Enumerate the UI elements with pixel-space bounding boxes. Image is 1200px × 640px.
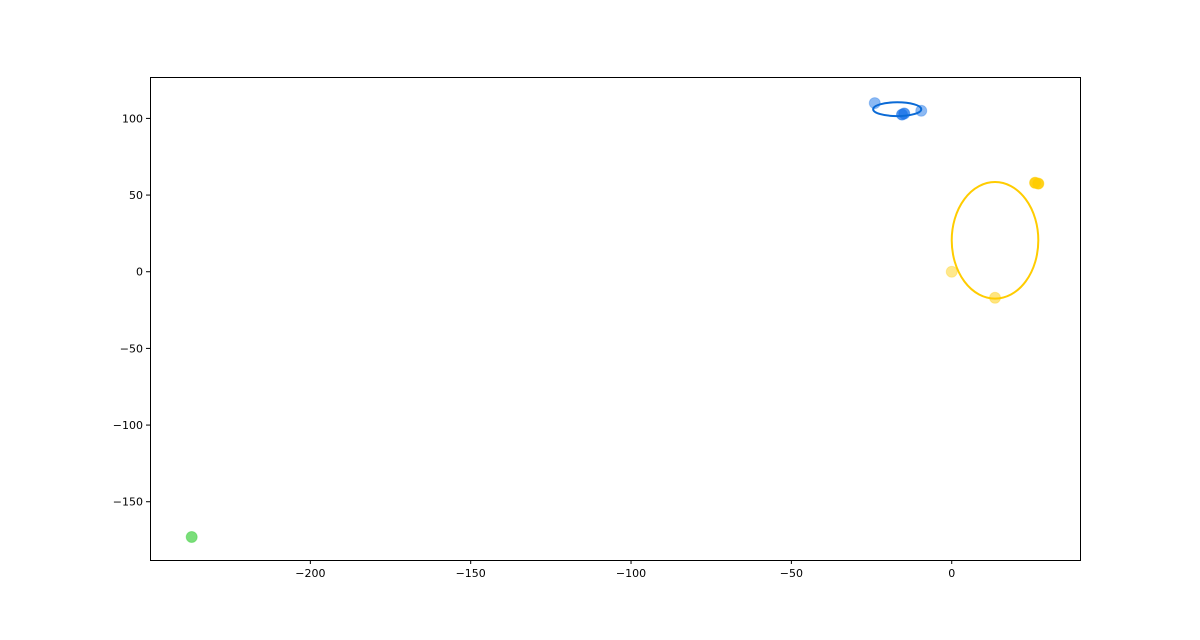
x-tick-label: 0 xyxy=(948,567,955,580)
series-1 xyxy=(945,176,1045,304)
series-2 xyxy=(185,531,198,543)
y-tick-label: −50 xyxy=(120,342,143,355)
y-axis: −150 −100 −50 0 50 100 xyxy=(113,112,150,509)
confidence-ellipse xyxy=(950,181,1040,300)
y-tick-label: −150 xyxy=(113,496,143,509)
y-tick-label: 100 xyxy=(122,112,143,125)
x-tick-label: −200 xyxy=(295,567,325,580)
x-tick-label: −50 xyxy=(780,567,803,580)
data-point xyxy=(945,265,958,278)
x-axis: −200 −150 −100 −50 0 xyxy=(295,560,955,580)
x-tick-label: −150 xyxy=(456,567,486,580)
x-tick-label: −100 xyxy=(616,567,646,580)
series-0 xyxy=(868,97,928,121)
plot-area xyxy=(185,97,1045,543)
y-tick-label: 50 xyxy=(129,189,143,202)
plot-frame xyxy=(150,77,1081,561)
data-point xyxy=(1032,177,1045,190)
y-tick-label: 0 xyxy=(136,266,143,279)
data-point xyxy=(185,531,198,543)
data-point xyxy=(898,107,911,120)
y-tick-label: −100 xyxy=(113,419,143,432)
confidence-ellipse xyxy=(872,101,923,118)
